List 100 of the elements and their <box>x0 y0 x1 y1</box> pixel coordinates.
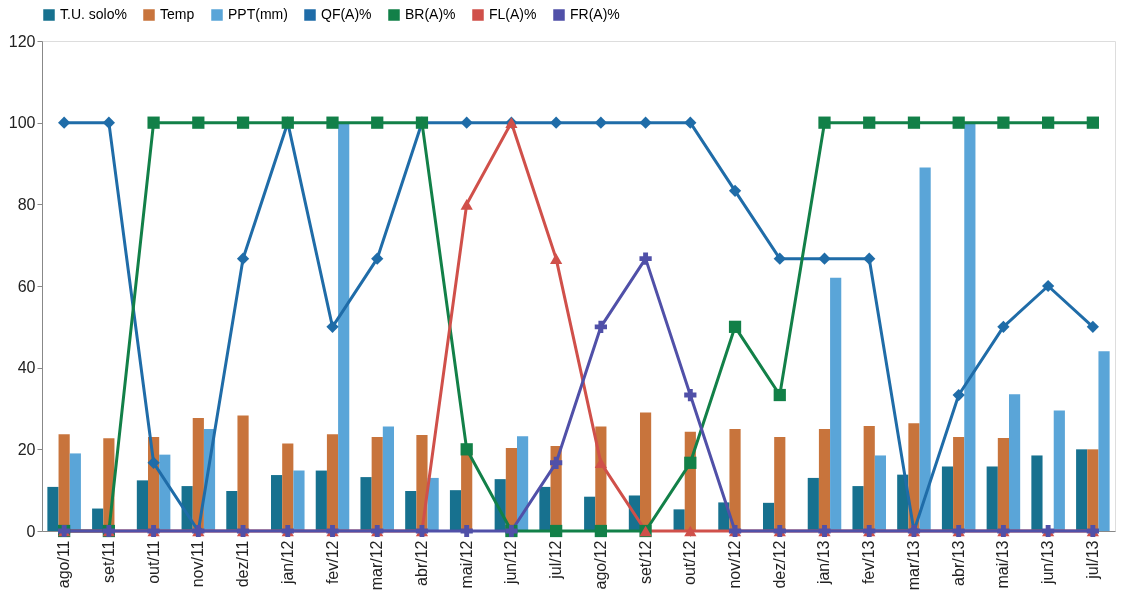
x-tick-label: out/11 <box>144 540 162 584</box>
bar <box>1076 449 1088 531</box>
bar <box>449 490 462 531</box>
point <box>460 443 473 456</box>
bar <box>1087 449 1099 531</box>
x-tick-label: jul/13 <box>1083 540 1101 580</box>
bar <box>92 508 104 531</box>
point <box>460 524 473 538</box>
y-tick-label: 60 <box>17 277 36 295</box>
legend-label: T.U. solo% <box>60 6 127 22</box>
x-tick-label: ago/11 <box>55 540 73 589</box>
point <box>818 252 831 265</box>
point <box>102 116 115 129</box>
bar <box>863 426 875 531</box>
bar <box>1009 394 1021 531</box>
point <box>236 252 250 265</box>
bar <box>517 436 529 531</box>
bar <box>405 490 417 531</box>
point <box>147 116 160 129</box>
point <box>773 252 786 265</box>
bar <box>673 509 685 531</box>
point <box>863 252 876 265</box>
x-tick-label: fev/12 <box>323 540 341 585</box>
point <box>326 320 339 333</box>
point <box>550 116 563 129</box>
point <box>594 524 607 538</box>
point <box>684 388 697 402</box>
point <box>684 456 697 469</box>
bar <box>818 428 831 531</box>
bar <box>941 466 954 531</box>
x-tick-label: nov/11 <box>189 540 207 588</box>
point <box>639 252 652 265</box>
point <box>1042 279 1055 293</box>
point <box>192 116 205 129</box>
x-tick-label: set/11 <box>99 540 117 583</box>
point <box>997 320 1010 333</box>
bar <box>371 437 383 531</box>
x-tick-label: set/12 <box>636 540 654 585</box>
bar <box>136 480 148 531</box>
legend-label: PPT(mm) <box>228 6 288 22</box>
point <box>639 116 652 129</box>
bar <box>774 437 786 531</box>
point <box>1086 320 1099 333</box>
y-tick-label: 80 <box>17 195 36 213</box>
legend-label: QF(A)% <box>321 6 372 22</box>
point <box>236 116 250 129</box>
bar <box>237 415 249 531</box>
bar <box>874 455 886 531</box>
x-tick-label: mai/13 <box>994 540 1012 589</box>
point <box>594 116 607 129</box>
bar <box>763 502 775 531</box>
legend-label: BR(A)% <box>405 6 456 22</box>
bar <box>1031 455 1043 531</box>
point <box>550 253 563 264</box>
x-tick-label: jul/12 <box>547 540 565 580</box>
y-tick-label: 100 <box>8 114 36 132</box>
y-tick-label: 40 <box>17 359 36 377</box>
point <box>460 199 473 210</box>
x-tick-label: fev/13 <box>860 540 878 585</box>
bar <box>1098 351 1110 531</box>
point <box>594 457 607 469</box>
x-tick-label: out/12 <box>681 540 699 585</box>
x-tick-label: abr/12 <box>412 540 430 586</box>
point <box>728 320 742 333</box>
point <box>728 184 742 197</box>
point <box>863 116 876 129</box>
bar <box>271 475 283 531</box>
point <box>773 388 786 402</box>
x-tick-label: mar/13 <box>904 540 922 591</box>
point <box>907 116 921 129</box>
point <box>1086 116 1099 129</box>
y-tick-label: 120 <box>8 32 36 50</box>
legend-label: Temp <box>160 6 195 22</box>
bar <box>584 496 596 531</box>
bar <box>1053 410 1065 531</box>
legend-label: FL(A)% <box>489 6 537 22</box>
bar <box>997 437 1009 531</box>
bar <box>315 470 327 531</box>
bar <box>360 477 372 531</box>
point <box>594 320 607 333</box>
bar <box>807 477 819 531</box>
point <box>460 116 473 129</box>
bar <box>986 466 998 531</box>
bar <box>293 470 305 531</box>
bar <box>830 277 842 531</box>
bar <box>382 426 394 531</box>
point <box>952 388 965 402</box>
y-tick-label: 20 <box>17 440 36 458</box>
bar <box>282 443 294 531</box>
bar <box>226 490 238 531</box>
bar <box>729 428 741 531</box>
point <box>997 116 1010 129</box>
bar <box>338 122 350 531</box>
point <box>684 116 697 129</box>
point <box>818 116 831 129</box>
bar <box>852 486 864 531</box>
x-tick-label: ago/12 <box>591 540 609 590</box>
bar <box>919 167 931 531</box>
x-tick-label: dez/11 <box>234 540 252 588</box>
x-tick-label: jun/13 <box>1039 540 1057 586</box>
